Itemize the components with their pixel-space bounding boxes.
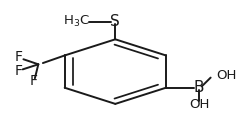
Text: F: F bbox=[30, 74, 38, 88]
Text: S: S bbox=[110, 14, 120, 29]
Text: B: B bbox=[194, 80, 204, 95]
Text: OH: OH bbox=[216, 69, 237, 82]
Text: F: F bbox=[14, 64, 22, 78]
Text: F: F bbox=[15, 50, 23, 64]
Text: H$_3$C: H$_3$C bbox=[63, 14, 90, 29]
Text: OH: OH bbox=[189, 98, 209, 111]
